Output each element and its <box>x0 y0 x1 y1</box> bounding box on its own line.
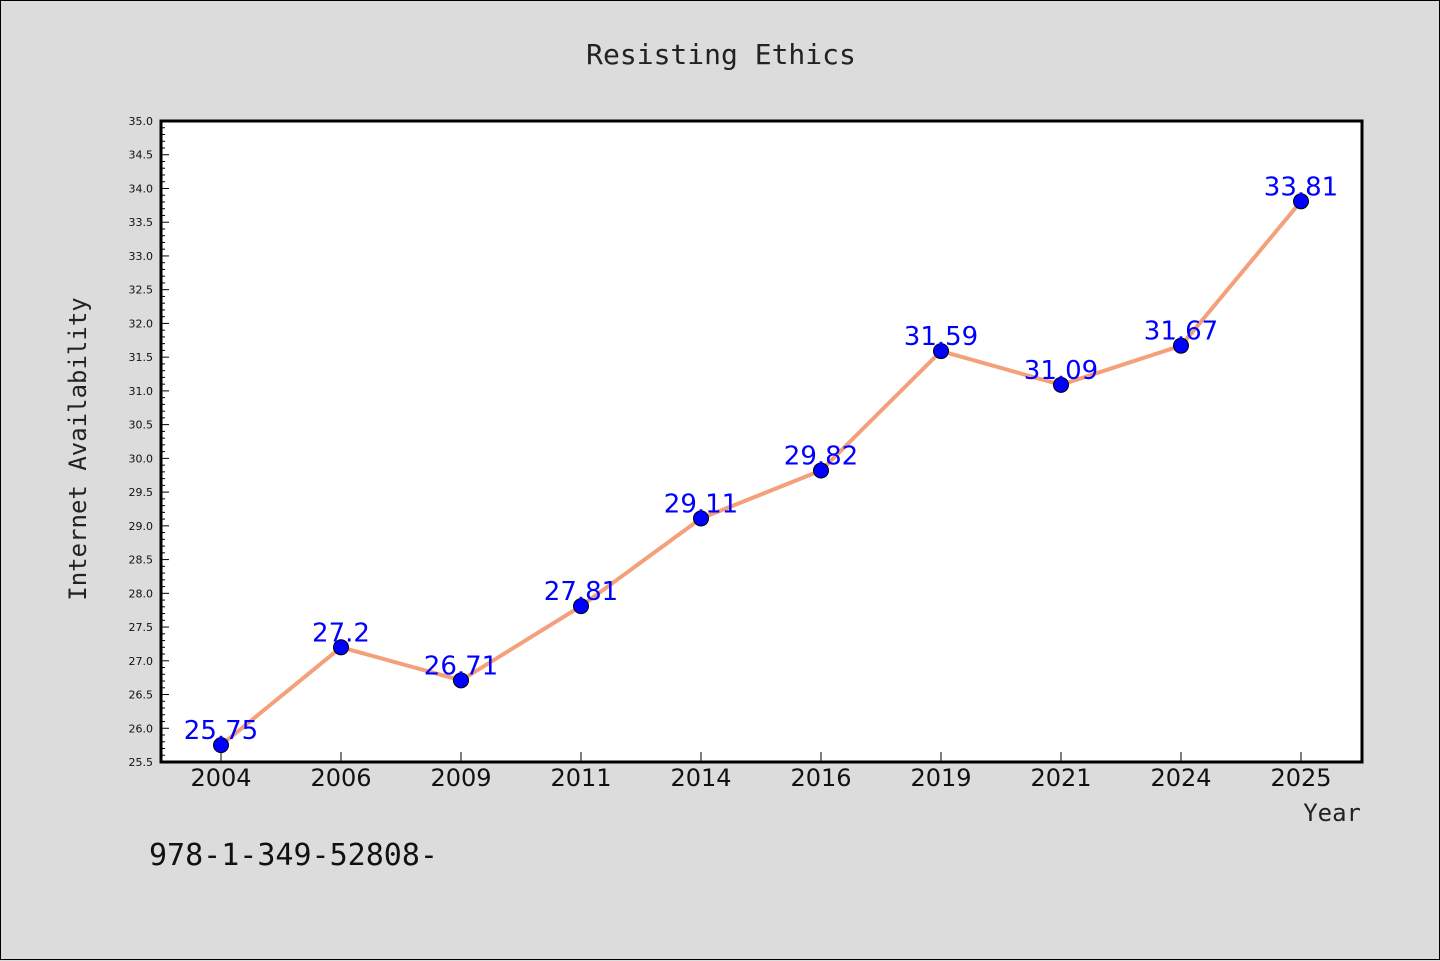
plot-area <box>159 119 1364 764</box>
data-label: 31.09 <box>1024 356 1098 386</box>
data-point <box>813 462 829 479</box>
y-tick-label: 29.5 <box>129 486 154 499</box>
y-tick-label: 34.0 <box>129 182 154 195</box>
y-tick-label: 25.5 <box>129 756 154 769</box>
y-tick-label: 28.0 <box>129 587 154 600</box>
series-group <box>213 193 1309 754</box>
data-label: 26.71 <box>424 651 498 681</box>
data-label: 25.75 <box>184 716 258 746</box>
x-tick-label: 2006 <box>310 764 371 792</box>
isbn-text: 978-1-349-52808- <box>149 838 438 873</box>
x-tick-label: 2024 <box>1150 764 1211 792</box>
data-label: 27.81 <box>544 577 618 607</box>
y-tick-label: 28.5 <box>129 554 154 567</box>
y-tick-label: 30.5 <box>129 419 154 432</box>
x-tick-label: 2004 <box>190 764 251 792</box>
x-tick-label: 2011 <box>550 764 611 792</box>
y-tick-label: 31.5 <box>129 351 154 364</box>
x-tick-label: 2019 <box>910 764 971 792</box>
x-tick-label: 2016 <box>790 764 851 792</box>
y-tick-label: 26.0 <box>129 722 154 735</box>
y-tick-label: 34.5 <box>129 149 154 162</box>
chart-title: Resisting Ethics <box>586 38 856 71</box>
data-point <box>453 672 469 689</box>
y-tick-label: 33.5 <box>129 216 154 229</box>
y-tick-label: 26.5 <box>129 689 154 702</box>
data-label: 31.67 <box>1144 317 1218 347</box>
x-axis-label: Year <box>1303 799 1361 827</box>
data-point <box>1173 337 1189 354</box>
y-tick-label: 27.0 <box>129 655 154 668</box>
series-line <box>219 200 1303 747</box>
x-tick-label: 2021 <box>1030 764 1091 792</box>
y-tick-label: 32.5 <box>129 284 154 297</box>
y-tick-label: 30.0 <box>129 452 154 465</box>
y-tick-label: 29.0 <box>129 520 154 533</box>
x-tick-label: 2009 <box>430 764 491 792</box>
data-label: 27.2 <box>312 618 370 648</box>
data-label: 29.82 <box>784 442 858 472</box>
data-point <box>1053 376 1069 393</box>
data-labels: 25.75 27.2 26.71 27.81 29.11 29.82 31.59 31.09 3… <box>184 172 1338 746</box>
data-point <box>333 639 349 656</box>
x-tick-label: 2014 <box>670 764 731 792</box>
y-axis-label: Internet Availability <box>64 297 92 600</box>
data-label: 31.59 <box>904 322 978 352</box>
x-tick-label: 2025 <box>1270 764 1331 792</box>
data-point <box>213 737 229 754</box>
data-point <box>1293 193 1309 210</box>
data-label: 29.11 <box>664 489 738 519</box>
y-tick-label: 31.0 <box>129 385 154 398</box>
y-tick-label: 35.0 <box>129 115 154 128</box>
y-tick-label: 32.0 <box>129 317 154 330</box>
data-point <box>693 510 709 527</box>
data-point <box>933 343 949 360</box>
data-point <box>573 598 589 615</box>
x-axis: 2004 2006 2009 2011 2014 2016 2019 2021 2024 2025 <box>190 752 1332 792</box>
y-tick-label: 27.5 <box>129 621 154 634</box>
y-axis: 25.5 26.0 26.5 27.0 27.5 28.0 28.5 29.0 29.5 30.0… <box>129 115 169 769</box>
y-tick-label: 33.0 <box>129 250 154 263</box>
data-label: 33.81 <box>1264 172 1338 202</box>
